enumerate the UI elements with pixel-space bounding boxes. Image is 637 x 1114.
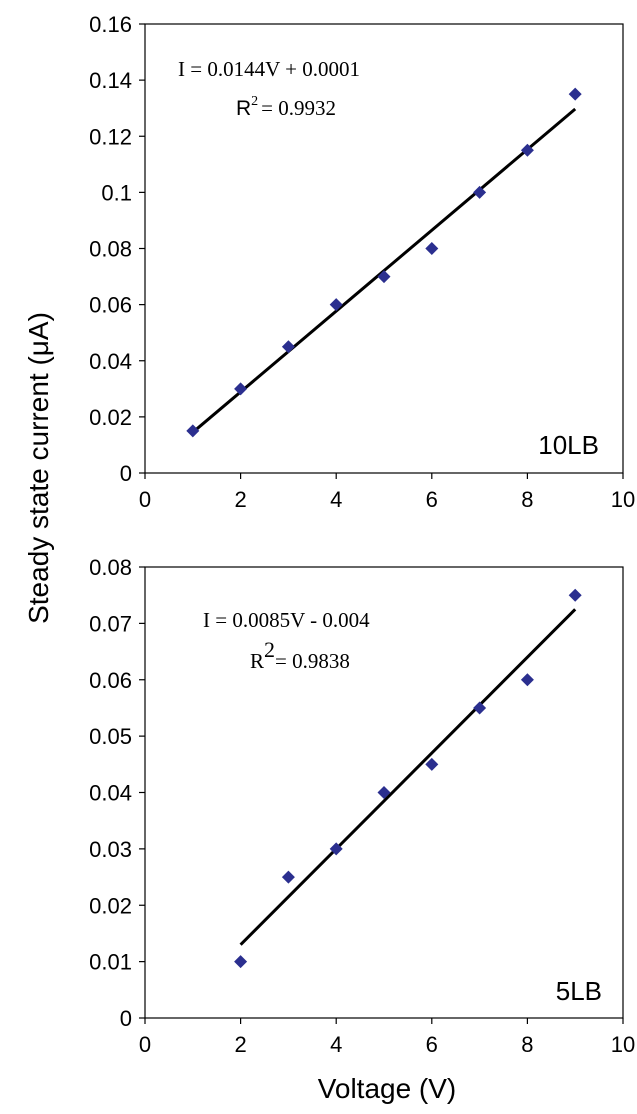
fit-equation-5lb: I = 0.0085V - 0.004 bbox=[203, 608, 370, 632]
panel-label-5lb: 5LB bbox=[556, 976, 602, 1006]
y-tick-label: 0.04 bbox=[89, 349, 132, 374]
data-point bbox=[520, 143, 534, 157]
y-tick-label: 0.08 bbox=[89, 237, 132, 262]
y-axis-title: Steady state current (μA) bbox=[23, 312, 54, 624]
data-point bbox=[425, 242, 439, 255]
y-tick-label: 0.14 bbox=[89, 68, 132, 93]
x-tick-label: 10 bbox=[611, 487, 635, 512]
data-point bbox=[568, 588, 582, 602]
data-point bbox=[473, 185, 487, 199]
x-tick-label: 2 bbox=[234, 487, 246, 512]
data-point bbox=[473, 701, 487, 715]
data-point bbox=[329, 298, 343, 312]
data-point bbox=[234, 955, 248, 969]
x-tick-label: 2 bbox=[234, 1032, 246, 1057]
data-point bbox=[281, 870, 295, 884]
data-point bbox=[281, 340, 295, 354]
r-squared-5lb: R2= 0.9838 bbox=[250, 637, 350, 673]
r-squared-symbol: R bbox=[250, 649, 264, 673]
data-point bbox=[568, 87, 582, 101]
panel-label-10lb: 10LB bbox=[538, 430, 599, 460]
fit-equation-10lb: I = 0.0144V + 0.0001 bbox=[178, 57, 360, 81]
y-tick-label: 0.12 bbox=[89, 124, 132, 149]
r-squared-superscript: 2 bbox=[251, 94, 258, 109]
y-tick-label: 0.01 bbox=[89, 950, 132, 975]
trendline-5lb bbox=[239, 608, 577, 946]
y-tick-label: 0.03 bbox=[89, 837, 132, 862]
x-tick-label: 8 bbox=[521, 1032, 533, 1057]
x-tick-label: 0 bbox=[139, 487, 151, 512]
data-point bbox=[377, 786, 391, 799]
x-tick-label: 4 bbox=[330, 487, 342, 512]
data-point bbox=[520, 673, 534, 687]
y-tick-label: 0.05 bbox=[89, 724, 132, 749]
y-ticks-10lb: 0 0.02 0.04 0.06 0.08 0.1 0.12 0.14 0.16 bbox=[89, 12, 145, 486]
y-tick-label: 0.07 bbox=[89, 611, 132, 636]
chart-5lb: 0 0.01 0.02 0.03 0.04 0.05 0.06 0.07 0.08 0 2 4 6 8 1… bbox=[89, 555, 635, 1057]
x-tick-label: 0 bbox=[139, 1032, 151, 1057]
y-tick-label: 0.06 bbox=[89, 668, 132, 693]
y-tick-label: 0.04 bbox=[89, 781, 132, 806]
y-tick-label: 0 bbox=[120, 461, 132, 486]
data-marks-5lb bbox=[234, 588, 582, 969]
x-axis-title: Voltage (V) bbox=[318, 1073, 457, 1104]
r-squared-10lb: R2 = 0.9932 bbox=[236, 94, 336, 120]
plot-frame-10lb bbox=[144, 23, 624, 474]
y-tick-label: 0.16 bbox=[89, 12, 132, 37]
x-tick-label: 6 bbox=[426, 487, 438, 512]
y-tick-label: 0 bbox=[120, 1006, 132, 1031]
x-ticks-10lb: 0 2 4 6 8 10 bbox=[139, 473, 635, 512]
data-point bbox=[234, 382, 248, 396]
x-ticks-5lb: 0 2 4 6 8 10 bbox=[139, 1018, 635, 1057]
x-tick-label: 6 bbox=[426, 1032, 438, 1057]
y-tick-label: 0.02 bbox=[89, 405, 132, 430]
x-tick-label: 4 bbox=[330, 1032, 342, 1057]
x-tick-label: 8 bbox=[521, 487, 533, 512]
r-squared-value: = 0.9932 bbox=[261, 96, 336, 120]
y-tick-label: 0.02 bbox=[89, 893, 132, 918]
y-tick-label: 0.08 bbox=[89, 555, 132, 580]
y-tick-label: 0.1 bbox=[101, 180, 132, 205]
data-point bbox=[377, 270, 391, 284]
data-marks-10lb bbox=[186, 87, 582, 438]
data-point bbox=[425, 757, 439, 771]
r-squared-value: = 0.9838 bbox=[275, 649, 350, 673]
y-tick-label: 0.06 bbox=[89, 293, 132, 318]
y-ticks-5lb: 0 0.01 0.02 0.03 0.04 0.05 0.06 0.07 0.08 bbox=[89, 555, 145, 1031]
data-point bbox=[186, 424, 200, 438]
chart-10lb: 0 0.02 0.04 0.06 0.08 0.1 0.12 0.14 0.16 0 2 4 6 8 10… bbox=[89, 12, 635, 512]
r-squared-symbol: R bbox=[236, 97, 251, 120]
x-tick-label: 10 bbox=[611, 1032, 635, 1057]
data-point bbox=[329, 842, 343, 856]
r-squared-superscript: 2 bbox=[264, 637, 275, 662]
